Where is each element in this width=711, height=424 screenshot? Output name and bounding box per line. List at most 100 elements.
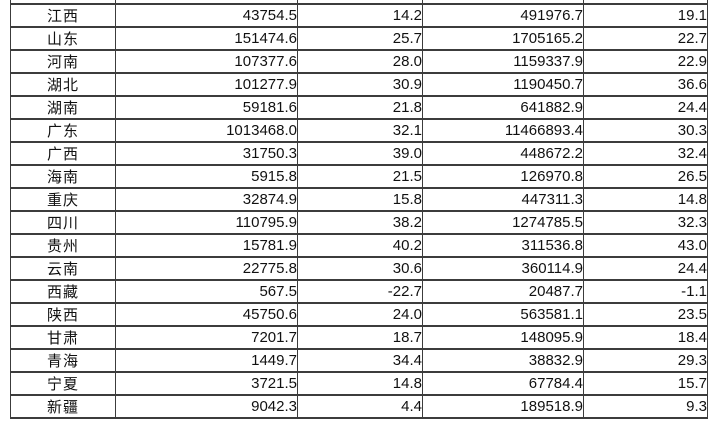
growth1-cell: 4.4 [297,394,423,419]
province-cell: 贵州 [10,233,116,258]
growth2-cell: 19.1 [583,3,708,28]
province-cell: 河南 [10,49,116,74]
value1-cell: 15781.9 [115,233,298,258]
value2-cell: 311536.8 [422,233,584,258]
growth1-cell: 14.2 [297,3,423,28]
value1-cell: 9042.3 [115,394,298,419]
province-cell: 海南 [10,164,116,189]
growth1-cell: 14.8 [297,371,423,396]
growth2-cell: 26.5 [583,164,708,189]
value2-cell: 126970.8 [422,164,584,189]
growth1-cell: 21.5 [297,164,423,189]
value2-cell: 148095.9 [422,325,584,350]
province-cell: 青海 [10,348,116,373]
province-cell: 云南 [10,256,116,281]
province-cell: 宁夏 [10,371,116,396]
table-row: 青海 1449.7 34.4 38832.9 29.3 [10,348,708,373]
province-cell: 江西 [10,3,116,28]
value1-cell: 110795.9 [115,210,298,235]
growth2-cell: -1.1 [583,279,708,304]
growth1-cell: 39.0 [297,141,423,166]
table-row: 甘肃 7201.7 18.7 148095.9 18.4 [10,325,708,350]
value1-cell: 31750.3 [115,141,298,166]
growth1-cell: 15.8 [297,187,423,212]
value1-cell: 1449.7 [115,348,298,373]
table-row: 海南 5915.8 21.5 126970.8 26.5 [10,164,708,189]
province-cell: 湖南 [10,95,116,120]
growth1-cell: 40.2 [297,233,423,258]
clipped-top-row [10,0,708,5]
value2-cell: 20487.7 [422,279,584,304]
value2-cell: 1705165.2 [422,26,584,51]
province-cell: 陕西 [10,302,116,327]
growth2-cell: 23.5 [583,302,708,327]
province-cell: 湖北 [10,72,116,97]
table-row: 西藏 567.5 -22.7 20487.7 -1.1 [10,279,708,304]
value1-cell: 101277.9 [115,72,298,97]
table-row: 云南 22775.8 30.6 360114.9 24.4 [10,256,708,281]
growth2-cell: 14.8 [583,187,708,212]
clipped-cell [583,0,708,5]
value1-cell: 567.5 [115,279,298,304]
growth1-cell: 38.2 [297,210,423,235]
province-cell: 四川 [10,210,116,235]
value1-cell: 7201.7 [115,325,298,350]
growth2-cell: 24.4 [583,256,708,281]
growth2-cell: 29.3 [583,348,708,373]
growth2-cell: 24.4 [583,95,708,120]
growth1-cell: 21.8 [297,95,423,120]
province-cell: 重庆 [10,187,116,212]
table-row: 四川 110795.9 38.2 1274785.5 32.3 [10,210,708,235]
growth1-cell: -22.7 [297,279,423,304]
growth1-cell: 30.9 [297,72,423,97]
growth2-cell: 32.3 [583,210,708,235]
value2-cell: 448672.2 [422,141,584,166]
growth2-cell: 22.7 [583,26,708,51]
value2-cell: 1190450.7 [422,72,584,97]
growth1-cell: 32.1 [297,118,423,143]
value2-cell: 1274785.5 [422,210,584,235]
province-cell: 西藏 [10,279,116,304]
table-body: 江西 43754.5 14.2 491976.7 19.1 山东 151474.… [10,0,708,419]
growth2-cell: 32.4 [583,141,708,166]
growth1-cell: 25.7 [297,26,423,51]
value2-cell: 641882.9 [422,95,584,120]
growth1-cell: 28.0 [297,49,423,74]
value1-cell: 22775.8 [115,256,298,281]
province-data-table: 江西 43754.5 14.2 491976.7 19.1 山东 151474.… [10,0,708,419]
growth2-cell: 43.0 [583,233,708,258]
value2-cell: 189518.9 [422,394,584,419]
province-cell: 山东 [10,26,116,51]
value1-cell: 1013468.0 [115,118,298,143]
value1-cell: 151474.6 [115,26,298,51]
value1-cell: 32874.9 [115,187,298,212]
growth2-cell: 30.3 [583,118,708,143]
value2-cell: 38832.9 [422,348,584,373]
growth2-cell: 9.3 [583,394,708,419]
growth1-cell: 30.6 [297,256,423,281]
value2-cell: 1159337.9 [422,49,584,74]
table-row: 陕西 45750.6 24.0 563581.1 23.5 [10,302,708,327]
value2-cell: 360114.9 [422,256,584,281]
growth2-cell: 36.6 [583,72,708,97]
table-row: 重庆 32874.9 15.8 447311.3 14.8 [10,187,708,212]
value1-cell: 107377.6 [115,49,298,74]
value2-cell: 491976.7 [422,3,584,28]
value2-cell: 563581.1 [422,302,584,327]
growth1-cell: 24.0 [297,302,423,327]
growth2-cell: 22.9 [583,49,708,74]
value2-cell: 447311.3 [422,187,584,212]
value2-cell: 67784.4 [422,371,584,396]
growth1-cell: 18.7 [297,325,423,350]
value2-cell: 11466893.4 [422,118,584,143]
growth1-cell: 34.4 [297,348,423,373]
table-row: 河南 107377.6 28.0 1159337.9 22.9 [10,49,708,74]
province-cell: 新疆 [10,394,116,419]
table-row: 湖北 101277.9 30.9 1190450.7 36.6 [10,72,708,97]
table-row: 江西 43754.5 14.2 491976.7 19.1 [10,3,708,28]
table-row: 贵州 15781.9 40.2 311536.8 43.0 [10,233,708,258]
value1-cell: 59181.6 [115,95,298,120]
growth2-cell: 18.4 [583,325,708,350]
growth2-cell: 15.7 [583,371,708,396]
table-row: 广西 31750.3 39.0 448672.2 32.4 [10,141,708,166]
